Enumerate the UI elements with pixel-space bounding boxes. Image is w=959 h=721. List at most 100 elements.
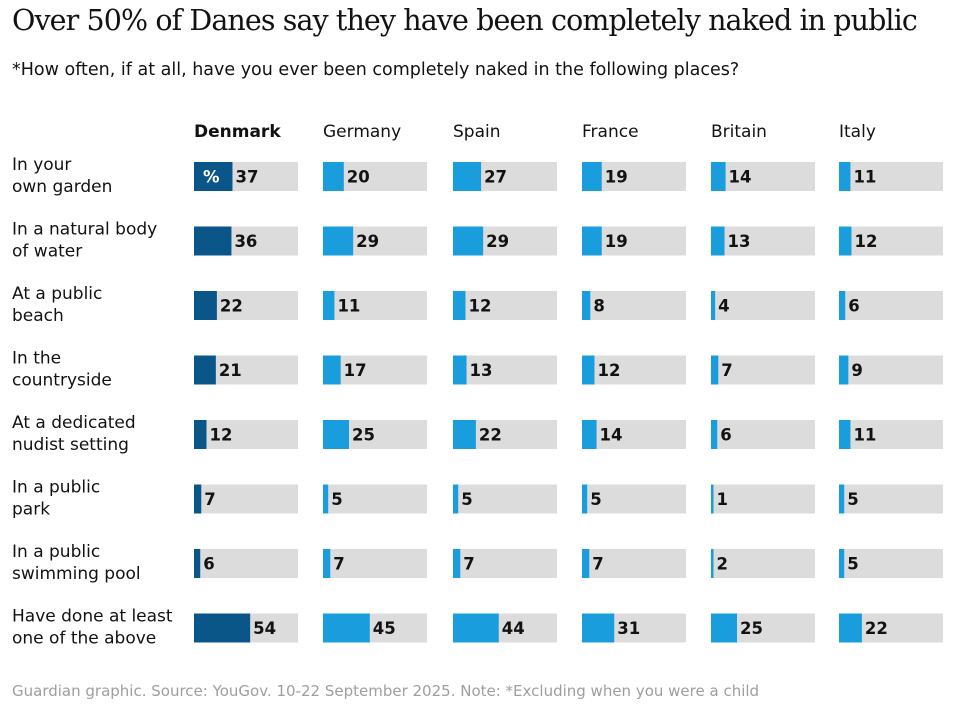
bar-track	[839, 226, 943, 256]
row-label: countryside	[12, 371, 112, 391]
bar	[453, 420, 476, 449]
data-label: 29	[486, 232, 509, 251]
bar	[453, 484, 459, 514]
row-label: At a public	[12, 284, 102, 304]
bar-track	[453, 355, 557, 385]
bar	[194, 549, 201, 578]
bar-track	[194, 549, 298, 578]
bar	[453, 613, 499, 643]
data-label: 5	[847, 490, 858, 509]
bar-track	[711, 420, 815, 449]
bar	[194, 484, 202, 514]
data-label: 12	[597, 361, 620, 380]
data-label: 7	[463, 555, 474, 574]
bar	[711, 355, 719, 385]
data-label: 20	[347, 168, 370, 187]
data-label: 4	[718, 297, 729, 316]
data-label: 13	[728, 232, 751, 251]
bar	[194, 226, 232, 256]
bar	[194, 355, 216, 385]
bar-track	[711, 549, 815, 578]
data-label: 44	[502, 619, 525, 638]
data-label: 5	[331, 490, 342, 509]
bar	[453, 549, 461, 578]
data-label: 11	[337, 297, 360, 316]
row-label: At a dedicated	[12, 413, 136, 433]
bar-track	[323, 291, 427, 320]
row-label: In the	[12, 349, 61, 369]
data-label: 1	[717, 490, 728, 509]
bar	[839, 549, 845, 578]
bar-track	[453, 291, 557, 320]
bar-track	[711, 484, 815, 514]
bar-track	[711, 162, 815, 191]
bar	[323, 420, 349, 449]
bar-track	[839, 484, 943, 514]
data-label: 11	[853, 168, 876, 187]
bar	[839, 291, 846, 320]
data-label: 12	[468, 297, 491, 316]
data-label: 22	[220, 297, 243, 316]
data-label: 7	[333, 555, 344, 574]
bar	[839, 226, 852, 256]
row-label: In your	[12, 155, 71, 175]
data-label: 6	[848, 297, 859, 316]
data-label: 5	[461, 490, 472, 509]
data-label: 5	[590, 490, 601, 509]
data-label: 11	[853, 426, 876, 445]
bar-track	[711, 355, 815, 385]
data-label: 13	[470, 361, 493, 380]
bar-track	[582, 291, 686, 320]
bar	[582, 484, 588, 514]
data-label: 25	[740, 619, 763, 638]
bar	[711, 226, 725, 256]
bar	[711, 613, 737, 643]
bar	[582, 291, 591, 320]
data-label: 17	[344, 361, 367, 380]
bar	[323, 162, 344, 191]
bar-track	[582, 355, 686, 385]
bar-track	[582, 484, 686, 514]
row-label: In a natural body	[12, 220, 157, 240]
bar	[323, 226, 354, 256]
bar	[194, 420, 207, 449]
bar-track	[839, 549, 943, 578]
data-label: 12	[209, 426, 232, 445]
data-label: 22	[479, 426, 502, 445]
data-label: 9	[851, 361, 862, 380]
bar	[453, 162, 482, 191]
bar	[711, 484, 714, 514]
bar	[323, 484, 329, 514]
data-label: 19	[605, 168, 628, 187]
bar-track	[453, 549, 557, 578]
row-label: park	[12, 500, 50, 520]
bar-track	[194, 420, 298, 449]
bar	[194, 291, 217, 320]
data-label: 12	[854, 232, 877, 251]
bar-track	[711, 291, 815, 320]
data-label: 6	[203, 555, 214, 574]
row-label: one of the above	[12, 629, 156, 649]
bar	[323, 613, 370, 643]
bar-track	[323, 549, 427, 578]
data-label: 14	[600, 426, 623, 445]
data-label: 45	[373, 619, 396, 638]
column-header-denmark: Denmark	[194, 122, 281, 142]
data-label: 2	[717, 555, 728, 574]
data-label: 27	[484, 168, 507, 187]
data-label: 29	[356, 232, 379, 251]
bar-track	[194, 484, 298, 514]
bar	[453, 291, 466, 320]
bar-track	[839, 355, 943, 385]
row-label: Have done at least	[12, 607, 173, 627]
row-label: swimming pool	[12, 564, 141, 584]
row-label: beach	[12, 306, 64, 326]
data-label: 14	[729, 168, 752, 187]
bar	[323, 549, 331, 578]
data-label: 22	[865, 619, 888, 638]
column-header-italy: Italy	[839, 122, 876, 142]
bar	[839, 613, 862, 643]
bar-track	[711, 226, 815, 256]
bar	[711, 420, 718, 449]
bar-chart: Denmark Germany Spain France Britain Italy In …	[12, 122, 943, 649]
